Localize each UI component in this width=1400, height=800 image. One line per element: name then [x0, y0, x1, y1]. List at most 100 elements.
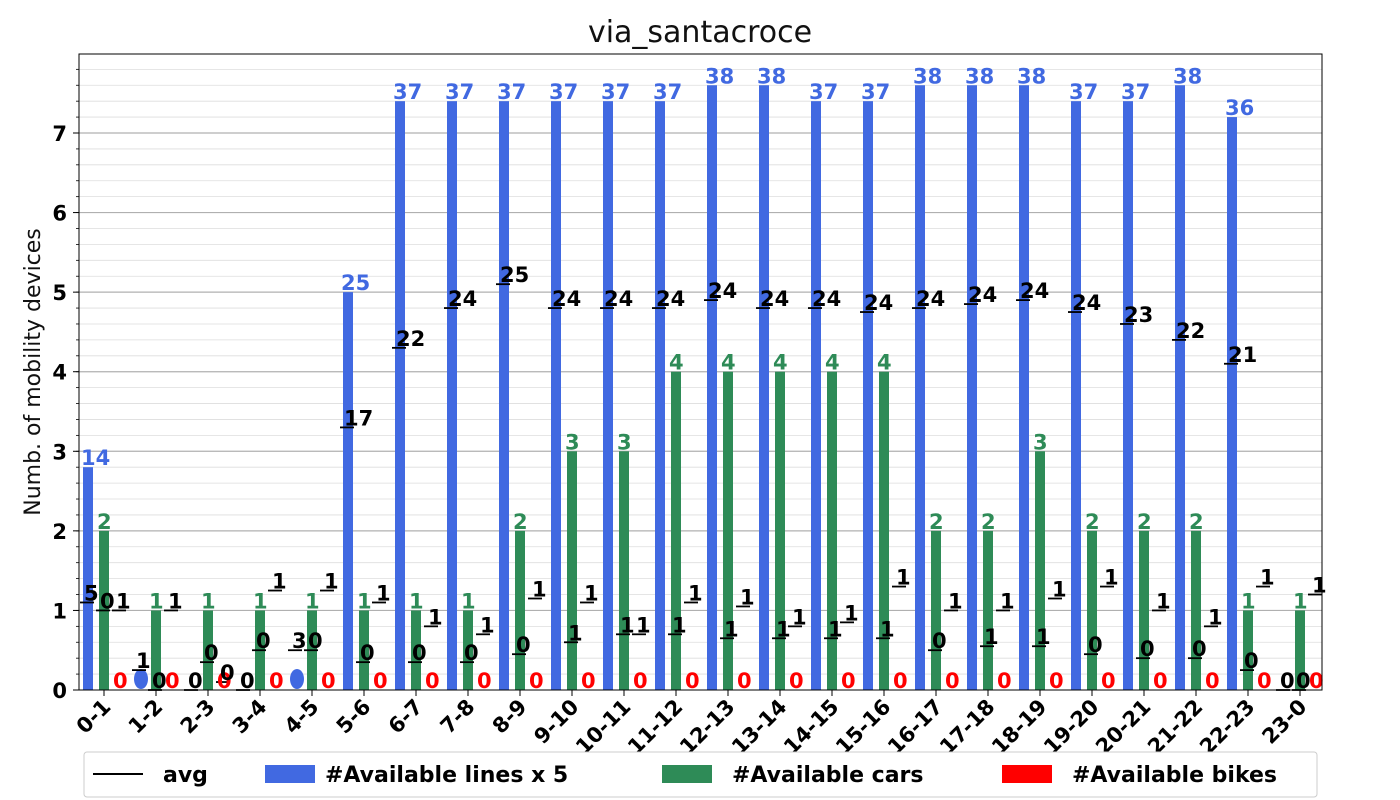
avg-lines-label: 24 [604, 287, 633, 311]
x-tick-label: 3-4 [228, 695, 272, 739]
avg-lines-label: 25 [500, 263, 529, 287]
y-axis-label: Numb. of mobility devices [21, 228, 46, 516]
avg-cars-label: 1 [672, 613, 687, 637]
avg-lines-label: 21 [1228, 343, 1257, 367]
grid [79, 68, 1322, 675]
bikes-bar-label: 0 [841, 669, 856, 693]
lines-bar-label: 38 [1173, 64, 1202, 88]
lines-bar [1019, 85, 1029, 690]
x-tick-label: 5-6 [332, 695, 376, 739]
lines-bar-label: 37 [1069, 80, 1098, 104]
x-tick-label: 16-17 [883, 695, 947, 759]
legend-label: avg [163, 763, 208, 788]
x-tick-label: 12-13 [675, 695, 739, 759]
lines-bar [967, 85, 977, 690]
lines-bar-label: 25 [341, 271, 370, 295]
x-tick-label: 14-15 [779, 695, 843, 759]
lines-bar-label: 37 [1121, 80, 1150, 104]
avg-bikes-label: 1 [896, 566, 911, 590]
cars-bar-label: 2 [1085, 510, 1100, 534]
avg-bikes-label: 1 [1052, 577, 1067, 601]
avg-bikes-label: 1 [272, 570, 287, 594]
x-tick-label: 21-22 [1143, 695, 1207, 759]
x-tick-label: 2-3 [176, 695, 220, 739]
avg-cars-label: 0 [100, 589, 115, 613]
x-tick-label: 17-18 [935, 695, 999, 759]
cars-bar-label: 4 [669, 351, 684, 375]
x-axis-ticks: 0-1 1-2 2-3 3-4 4-5 5-6 6-7 7-8 8-99-1010-1111-1… [72, 690, 1312, 759]
avg-lines-label: 22 [1176, 319, 1205, 343]
cars-bar-label: 1 [1293, 589, 1308, 613]
cars-bar-label: 1 [305, 589, 320, 613]
bikes-bar-label: 0 [789, 669, 804, 693]
lines-bar-label: 37 [809, 80, 838, 104]
lines-bar-label: 38 [705, 64, 734, 88]
cars-bar-label: 4 [721, 351, 736, 375]
cars-bar [983, 530, 993, 690]
x-tick-label: 4-5 [280, 695, 324, 739]
y-tick-label: 5 [52, 281, 67, 305]
legend: avg #Available lines x 5 #Available cars #A… [83, 751, 1318, 798]
legend-label: #Available cars [732, 763, 924, 788]
bikes-bar-label: 0 [425, 669, 440, 693]
avg-lines-label: 3 [292, 629, 307, 653]
avg-lines-label: 24 [1072, 291, 1101, 315]
y-tick-label: 7 [52, 122, 67, 146]
x-tick-label: 13-14 [727, 695, 791, 759]
avg-cars-label: 0 [1244, 649, 1259, 673]
avg-bikes-label: 1 [116, 589, 131, 613]
cars-bar [1295, 610, 1305, 690]
y-tick-label: 0 [52, 679, 67, 703]
legend-swatch-lines [265, 765, 315, 783]
avg-bikes-label: 1 [1312, 574, 1327, 598]
avg-lines-label: 22 [396, 327, 425, 351]
avg-bikes-label: 1 [324, 570, 339, 594]
lines-bar [707, 85, 717, 690]
cars-bar-label: 2 [1189, 510, 1204, 534]
lines-bar [655, 101, 665, 690]
lines-bar-label: 37 [861, 80, 890, 104]
cars-bar-label: 4 [773, 351, 788, 375]
avg-lines-label: 5 [84, 581, 99, 605]
lines-bar [1175, 85, 1185, 690]
avg-cars-label: 1 [568, 621, 583, 645]
lines-bar-label: 38 [1017, 64, 1046, 88]
bikes-bar-label: 0 [581, 669, 596, 693]
avg-cars-label: 0 [932, 629, 947, 653]
cars-bar-label: 1 [253, 589, 268, 613]
y-tick-label: 2 [52, 520, 67, 544]
avg-bikes-label: 1 [1156, 589, 1171, 613]
cars-bar [567, 451, 577, 690]
avg-cars-label: 1 [828, 617, 843, 641]
avg-cars-label: 0 [308, 629, 323, 653]
avg-lines-label: 24 [1020, 279, 1049, 303]
lines-bar-label: 37 [393, 80, 422, 104]
avg-cars-label: 0 [1296, 669, 1311, 693]
cars-bar-label: 2 [929, 510, 944, 534]
x-tick-label: 22-23 [1195, 695, 1259, 759]
avg-lines-label: 24 [968, 283, 997, 307]
bikes-bar-label: 0 [165, 669, 180, 693]
lines-bar-label: 37 [497, 80, 526, 104]
lines-bar-label: 14 [81, 446, 110, 470]
lines-bar-label: 38 [913, 64, 942, 88]
avg-cars-label: 0 [1192, 637, 1207, 661]
cars-bar [1191, 530, 1201, 690]
avg-bikes-label: 1 [688, 581, 703, 605]
cars-bar [515, 530, 525, 690]
cars-bar [723, 371, 733, 690]
avg-lines-label: 24 [552, 287, 581, 311]
avg-lines-label: 0 [188, 669, 203, 693]
avg-bikes-label: 1 [1000, 589, 1015, 613]
lines-zero-marker [290, 669, 304, 689]
avg-bikes-label: 1 [480, 613, 495, 637]
cars-bar [1139, 530, 1149, 690]
cars-bar [463, 610, 473, 690]
lines-bar-label: 37 [653, 80, 682, 104]
avg-bikes-label: 1 [1260, 566, 1275, 590]
bikes-bar-label: 0 [633, 669, 648, 693]
cars-bar [671, 371, 681, 690]
avg-lines-label: 24 [708, 279, 737, 303]
cars-bar-label: 2 [513, 510, 528, 534]
